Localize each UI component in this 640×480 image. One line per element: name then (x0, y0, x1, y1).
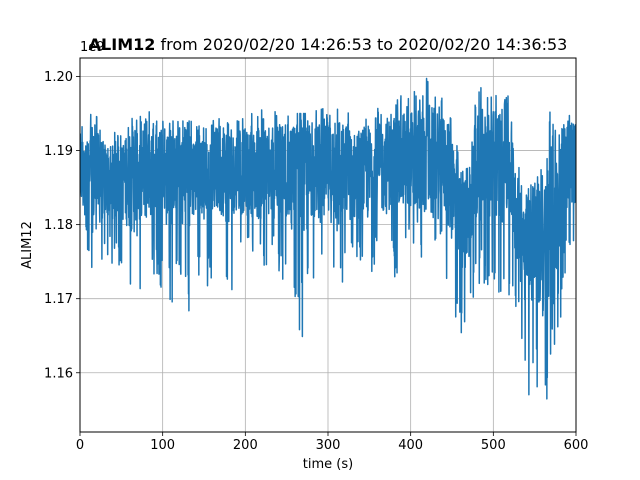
x-tick-label: 300 (316, 438, 341, 453)
y-axis: 1.16 1.17 1.18 1.19 1.20 (44, 70, 80, 381)
x-tick-label: 100 (150, 438, 175, 453)
x-tick-label: 500 (481, 438, 506, 453)
x-tick-label: 200 (233, 438, 258, 453)
y-axis-label: ALIM12 (20, 221, 35, 269)
y-tick-label: 1.18 (44, 218, 73, 233)
chart-title: ALIM12 from 2020/02/20 14:26:53 to 2020/… (89, 35, 568, 54)
y-tick-label: 1.19 (44, 144, 73, 159)
y-offset-text: 1e9 (80, 40, 105, 55)
x-tick-label: 0 (76, 438, 84, 453)
y-tick-label: 1.20 (44, 70, 73, 85)
x-tick-label: 400 (398, 438, 423, 453)
series-line (80, 77, 576, 400)
series-layer (80, 77, 576, 400)
x-axis: 0 100 200 300 400 500 600 (76, 432, 589, 453)
x-axis-label: time (s) (303, 457, 353, 472)
chart-title-channel: ALIM12 (89, 35, 156, 54)
y-tick-label: 1.16 (44, 366, 73, 381)
chart-title-range: from 2020/02/20 14:26:53 to 2020/02/20 1… (155, 35, 567, 54)
x-tick-label: 600 (564, 438, 589, 453)
y-tick-label: 1.17 (44, 292, 73, 307)
